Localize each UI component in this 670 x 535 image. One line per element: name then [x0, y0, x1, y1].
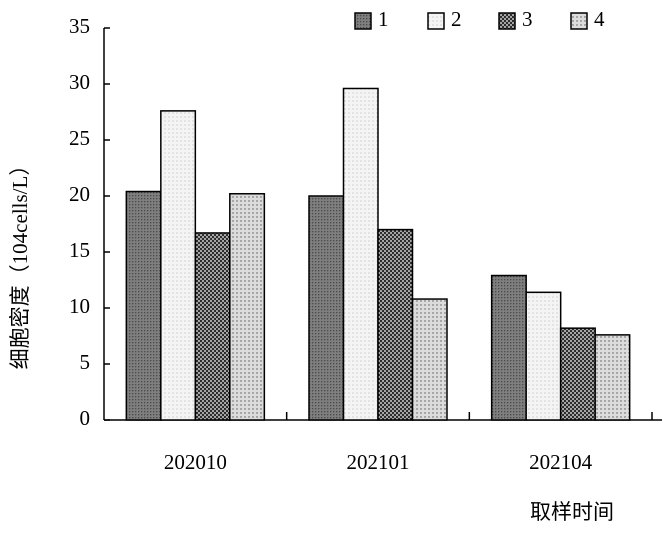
y-tick-label: 15 [69, 238, 90, 262]
y-tick-label: 25 [69, 126, 90, 150]
bar [490, 274, 527, 421]
legend-label: 3 [522, 7, 533, 31]
y-tick-label: 35 [69, 14, 90, 38]
bar [411, 298, 448, 421]
legend-label: 2 [451, 7, 462, 31]
bar [125, 190, 162, 421]
bar [594, 334, 631, 421]
y-tick-label: 0 [80, 406, 91, 430]
bar [194, 232, 231, 421]
bar [559, 327, 596, 421]
legend-swatch [570, 12, 588, 30]
legend-swatch [498, 12, 516, 30]
x-tick-label: 202010 [164, 450, 227, 474]
bar [160, 110, 197, 421]
y-tick-label: 20 [69, 182, 90, 206]
y-tick-label: 5 [80, 350, 91, 374]
y-tick-label: 10 [69, 294, 90, 318]
bar [308, 195, 345, 421]
bar [377, 228, 414, 421]
legend-swatch [427, 12, 445, 30]
x-axis-label: 取样时间 [530, 500, 614, 524]
bar [342, 87, 379, 421]
legend-swatch [354, 12, 372, 30]
y-axis-label: 细胞密度（104cells/L） [8, 155, 32, 370]
y-tick-label: 30 [69, 70, 90, 94]
x-tick-label: 202104 [529, 450, 593, 474]
x-tick-label: 202101 [347, 450, 410, 474]
bar [525, 291, 562, 421]
legend-label: 1 [378, 7, 389, 31]
legend-label: 4 [594, 7, 605, 31]
bar [229, 193, 266, 421]
